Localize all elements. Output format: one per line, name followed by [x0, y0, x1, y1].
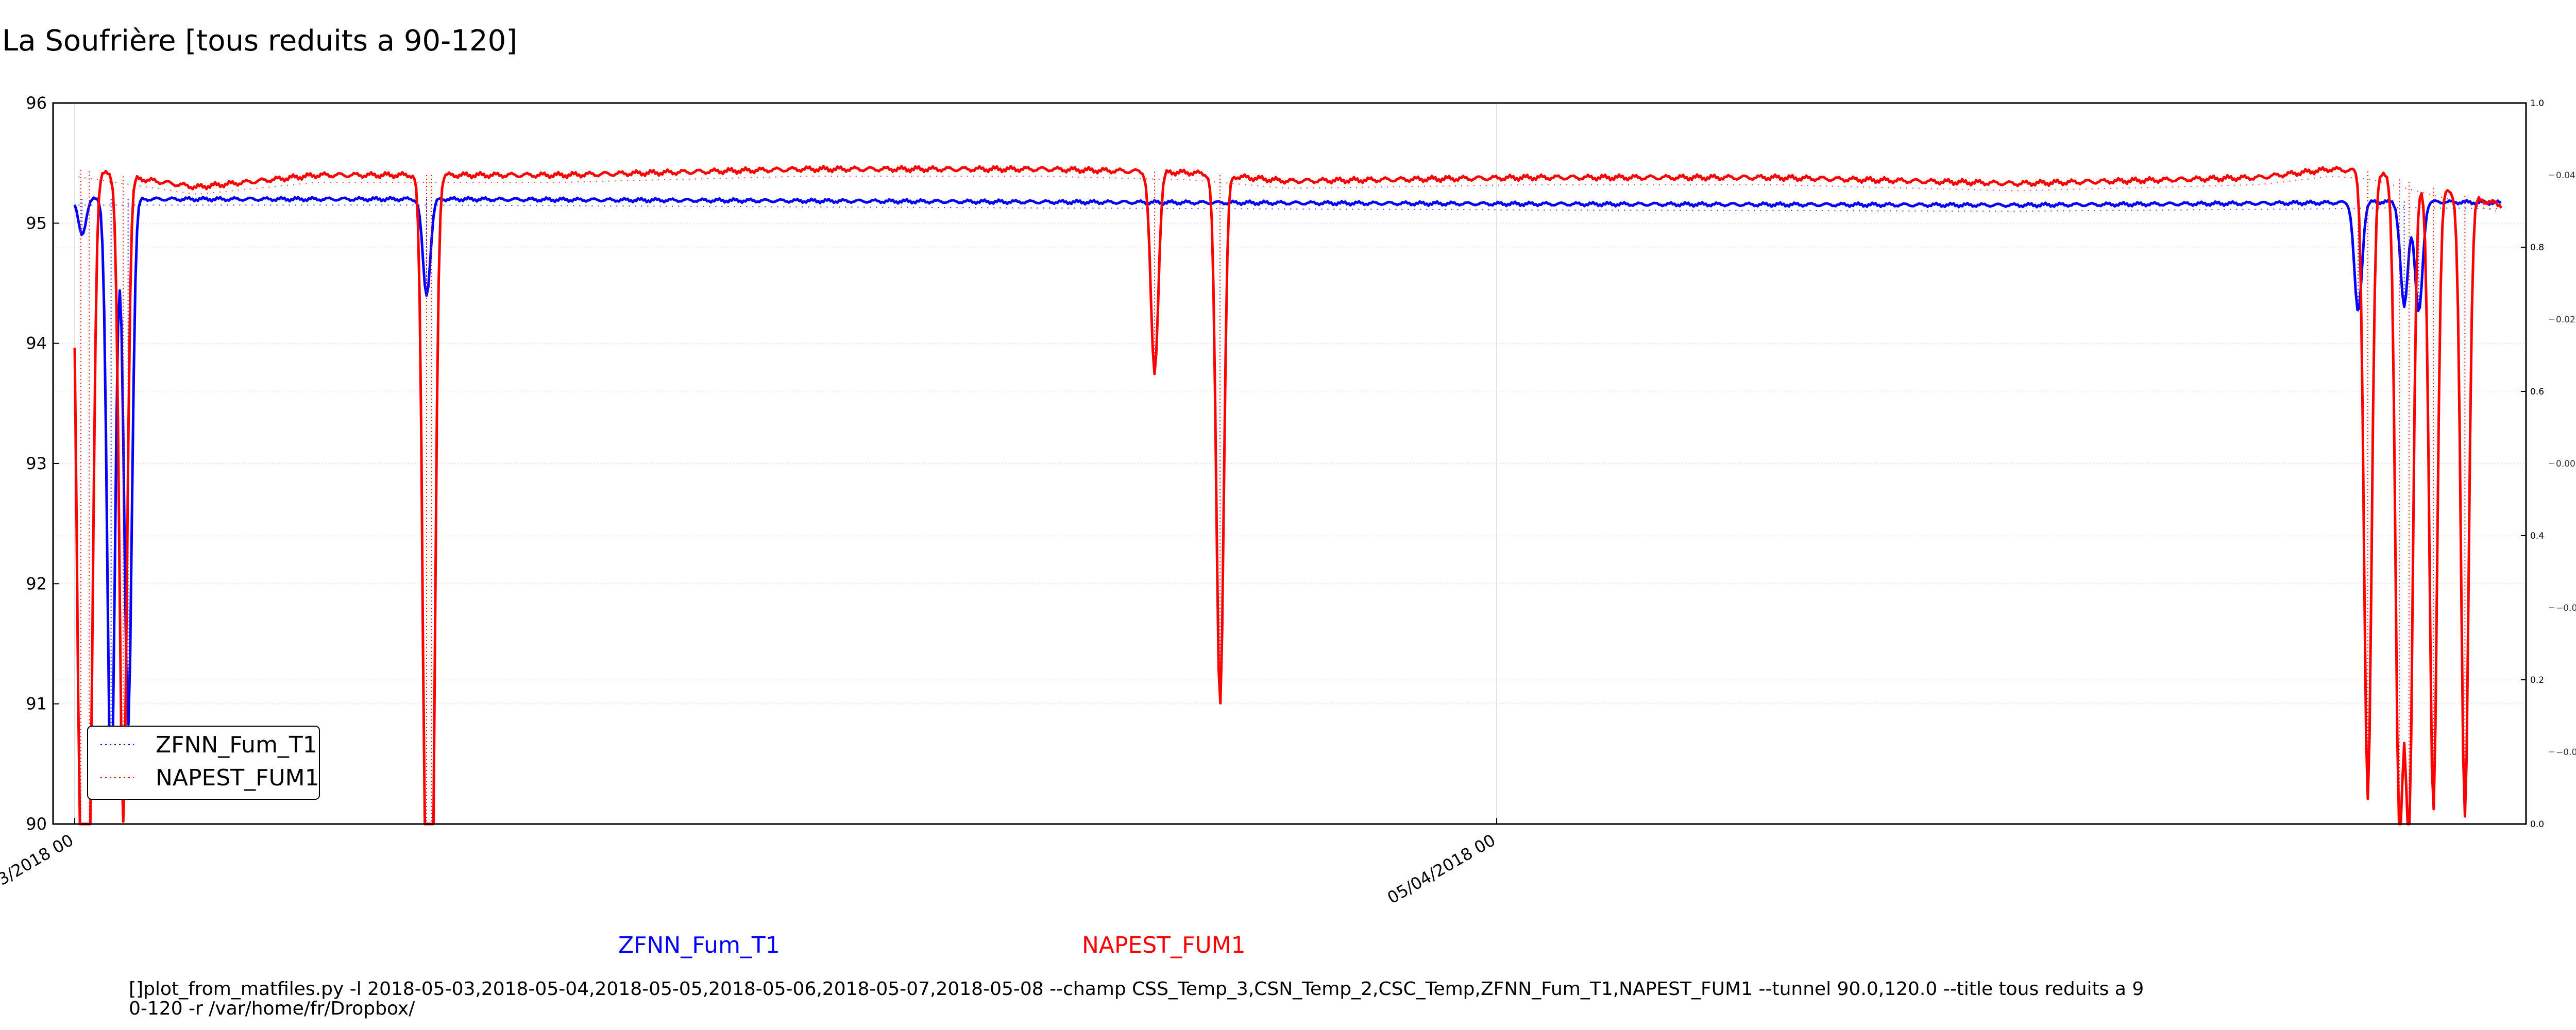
series-line-napest_fum1 [73, 165, 2503, 826]
x-axis: 03/2018 00 05/04/2018 00 [0, 818, 1499, 908]
command-line-2: 0-120 -r /var/home/fr/Dropbox/ [129, 998, 415, 1019]
y-axis-right: 0.0 0.2 0.4 0.6 0.8 1.0 0.04 0.02 0.00 −0.02 −0.04 [2521, 98, 2576, 830]
right-inner-tick-label: 0.04 [2556, 170, 2575, 181]
chart-title: La Soufrière [tous reduits a 90-120] [2, 24, 517, 58]
y-tick-label: 95 [26, 213, 47, 233]
y-axis-left: 90 91 92 93 94 95 96 [26, 93, 59, 834]
y-tick-label: 92 [26, 574, 47, 593]
legend-label-zfnn: ZFNN_Fum_T1 [156, 732, 317, 758]
legend-box [87, 726, 320, 800]
legend: ZFNN_Fum_T1 NAPEST_FUM1 [87, 726, 320, 800]
y-tick-label: 96 [26, 93, 47, 113]
right-tick-label: 0.0 [2530, 819, 2544, 830]
series-markers-napest_fum1 [78, 176, 2498, 212]
right-inner-tick-label: −0.04 [2556, 747, 2576, 758]
series-line-zfnn_fum_t1 [73, 196, 2502, 800]
right-inner-tick-label: −0.02 [2556, 603, 2576, 613]
right-inner-tick-label: 0.02 [2556, 315, 2575, 325]
series-markers-zfnn_fum_t1 [78, 204, 2498, 212]
right-inner-tick-label: 0.00 [2556, 459, 2575, 469]
right-tick-label: 0.2 [2530, 675, 2544, 685]
x-tick-label: 03/2018 00 [0, 830, 77, 895]
y-tick-label: 91 [26, 694, 47, 714]
right-tick-label: 1.0 [2530, 98, 2544, 109]
y-tick-label: 94 [26, 334, 47, 353]
right-tick-label: 0.4 [2530, 531, 2544, 541]
right-tick-label: 0.6 [2530, 387, 2544, 397]
plot-area [73, 165, 2503, 826]
y-tick-label: 90 [26, 814, 47, 834]
right-tick-label: 0.8 [2530, 243, 2544, 253]
grid [53, 103, 2526, 824]
y-tick-label: 93 [26, 454, 47, 473]
series-caption-napest: NAPEST_FUM1 [1082, 932, 1246, 958]
x-tick-label: 05/04/2018 00 [1384, 830, 1499, 908]
series-caption-zfnn: ZFNN_Fum_T1 [618, 932, 780, 958]
legend-label-napest: NAPEST_FUM1 [156, 765, 319, 791]
command-line-1: []plot_from_matfiles.py -l 2018-05-03,20… [129, 978, 2144, 1000]
